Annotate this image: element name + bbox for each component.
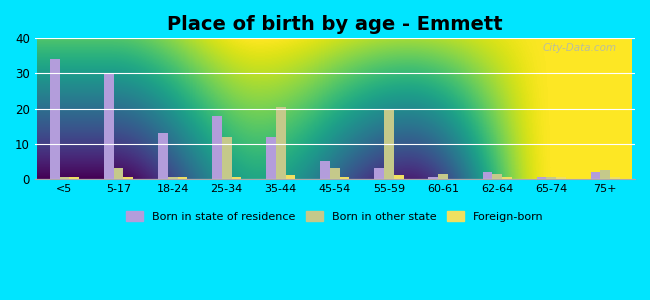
Bar — [492, 173, 502, 179]
Bar — [340, 177, 350, 179]
Bar — [276, 107, 285, 179]
Bar — [384, 110, 394, 179]
Bar — [546, 177, 556, 179]
Bar — [330, 168, 340, 179]
Bar — [502, 177, 512, 179]
Bar — [177, 177, 187, 179]
Bar — [114, 168, 124, 179]
Bar — [285, 175, 295, 179]
Bar — [556, 177, 566, 179]
Bar — [104, 74, 114, 179]
Bar — [537, 177, 546, 179]
Bar — [374, 168, 384, 179]
Bar — [394, 175, 404, 179]
Bar — [266, 136, 276, 179]
Bar — [428, 177, 438, 179]
Bar — [124, 177, 133, 179]
Bar — [50, 59, 60, 179]
Bar — [591, 172, 601, 179]
Bar — [158, 133, 168, 179]
Title: Place of birth by age - Emmett: Place of birth by age - Emmett — [167, 15, 502, 34]
Bar — [168, 177, 177, 179]
Bar — [60, 177, 70, 179]
Bar — [438, 173, 448, 179]
Bar — [601, 170, 610, 179]
Bar — [610, 177, 620, 179]
Bar — [212, 116, 222, 179]
Bar — [482, 172, 492, 179]
Text: City-Data.com: City-Data.com — [543, 43, 617, 52]
Bar — [231, 177, 241, 179]
Legend: Born in state of residence, Born in other state, Foreign-born: Born in state of residence, Born in othe… — [122, 207, 548, 226]
Bar — [222, 136, 231, 179]
Bar — [320, 161, 330, 179]
Bar — [70, 177, 79, 179]
